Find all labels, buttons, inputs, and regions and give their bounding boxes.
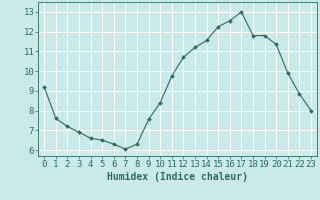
X-axis label: Humidex (Indice chaleur): Humidex (Indice chaleur) <box>107 172 248 182</box>
